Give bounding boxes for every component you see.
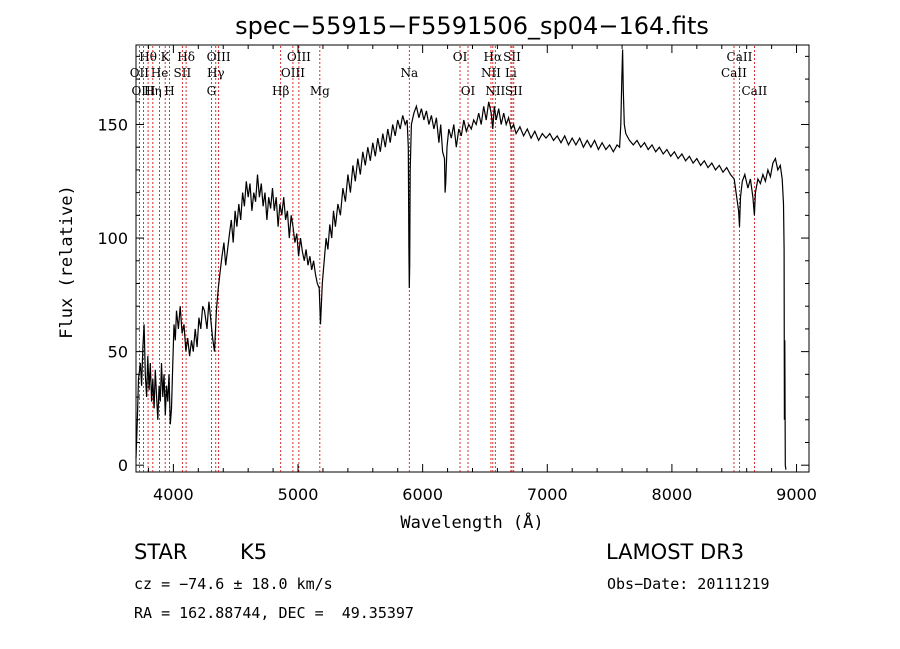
spectral-line-label: OIII	[281, 66, 305, 80]
x-tick-label: 9000	[776, 485, 817, 504]
plot-frame	[135, 44, 810, 473]
x-axis-label: Wavelength (Å)	[400, 511, 543, 533]
x-tick-label: 6000	[402, 485, 443, 504]
spectral-line-label: He	[151, 66, 169, 80]
spectral-line-label: Hβ	[272, 84, 289, 98]
spectral-line-label: Mg	[310, 84, 330, 98]
y-tick-label: 150	[97, 115, 128, 134]
spectral-line-label: CaII	[727, 50, 753, 64]
spectral-line-label: SII	[174, 66, 192, 80]
x-tick-label: 4000	[153, 485, 194, 504]
spectral-line-label: OIII	[131, 84, 155, 98]
observation-date: Obs−Date: 20111219	[607, 575, 770, 593]
spectral-line-label: K	[161, 50, 171, 64]
spectral-line-label: CaII	[741, 84, 767, 98]
spectral-line-label: Hα	[484, 50, 503, 64]
spectral-line-label: OIII	[287, 50, 311, 64]
y-tick-label: 50	[108, 343, 128, 362]
spectral-line-label: OIII	[207, 50, 231, 64]
y-tick-label: 0	[118, 456, 128, 475]
x-tick-label: 5000	[278, 485, 319, 504]
spectral-line-label: Hη	[144, 84, 162, 98]
spectral-line-label: NII	[485, 84, 505, 98]
survey-name: LAMOST DR3	[606, 540, 745, 564]
y-axis-label: Flux (relative)	[57, 185, 77, 339]
spectral-line-label: Na	[400, 66, 418, 80]
spectral-line-label: OII	[130, 66, 150, 80]
spectral-line-label: SII	[503, 50, 521, 64]
x-tick-label: 7000	[527, 485, 568, 504]
spectral-line-label: Hγ	[207, 66, 225, 80]
axis-ticks: 4000 5000 6000 7000 8000 9000 0 50 100 150	[97, 45, 817, 504]
object-type: STAR	[134, 540, 188, 564]
spectrum-line	[135, 49, 787, 470]
redshift-cz: cz = −74.6 ± 18.0 km/s	[134, 575, 333, 593]
spectral-line-label: NII	[481, 66, 501, 80]
spectral-line-label: CaII	[721, 66, 747, 80]
spectral-line-label: SII	[505, 84, 523, 98]
spectral-line-label: Li	[505, 66, 517, 80]
spectral-line-label: Hδ	[177, 50, 195, 64]
spectral-subclass: K5	[240, 540, 268, 564]
spectral-line-label: H	[164, 84, 174, 98]
coordinates: RA = 162.88744, DEC = 49.35397	[134, 604, 414, 622]
x-tick-label: 8000	[652, 485, 693, 504]
y-tick-label: 100	[97, 229, 128, 248]
spectral-line-label: G	[207, 84, 217, 98]
spectral-line-label: OI	[453, 50, 468, 64]
chart-title: spec−55915−F5591506_sp04−164.fits	[235, 12, 709, 40]
spectral-line-label: Hθ	[139, 50, 157, 64]
spectral-line-label: OI	[461, 84, 476, 98]
